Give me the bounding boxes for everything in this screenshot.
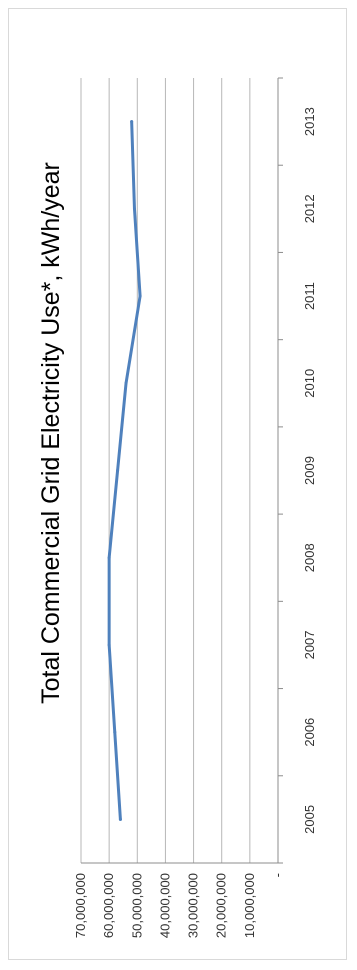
data-point [116,469,120,472]
y-tick-label: 40,000,000 [157,873,172,938]
x-tick-label: 2013 [302,107,317,136]
data-point [124,381,128,385]
x-tick-label: 2011 [302,282,317,310]
y-axis-ticks: - 10,000,000 20,000,000 30,000,000 40,000,00… [73,873,285,938]
y-tick-label: 70,000,000 [73,873,88,938]
x-tick-label: 2012 [302,194,317,223]
x-tick-label: 2009 [302,456,317,485]
line-chart: Total Commercial Grid Electricity Use*, … [23,63,353,963]
x-tick-label: 2010 [302,369,317,398]
data-point [107,556,111,560]
data-point [113,730,117,734]
x-axis-ticks: 2005 2006 2007 2008 2009 2010 2011 2012 2013 [278,77,317,864]
data-point [132,207,136,211]
x-tick-label: 2008 [302,543,317,572]
y-tick-label: - [270,873,285,877]
chart-svg: Total Commercial Grid Electricity Use*, … [37,77,317,938]
series-line [107,120,142,821]
y-tick-label: 50,000,000 [129,873,144,938]
x-tick-label: 2005 [302,805,317,834]
y-tick-label: 60,000,000 [101,873,116,938]
data-point [118,817,122,821]
x-tick-label: 2006 [302,718,317,747]
data-point [107,643,111,647]
series-layer [107,120,142,821]
data-point [130,120,134,124]
chart-frame: Total Commercial Grid Electricity Use*, … [8,8,347,960]
data-point [138,294,142,298]
chart-title: Total Commercial Grid Electricity Use*, … [37,162,65,704]
x-tick-label: 2007 [302,630,317,659]
y-tick-label: 10,000,000 [242,873,257,938]
gridlines [80,78,279,864]
y-tick-label: 20,000,000 [214,873,229,938]
y-tick-label: 30,000,000 [186,873,201,938]
